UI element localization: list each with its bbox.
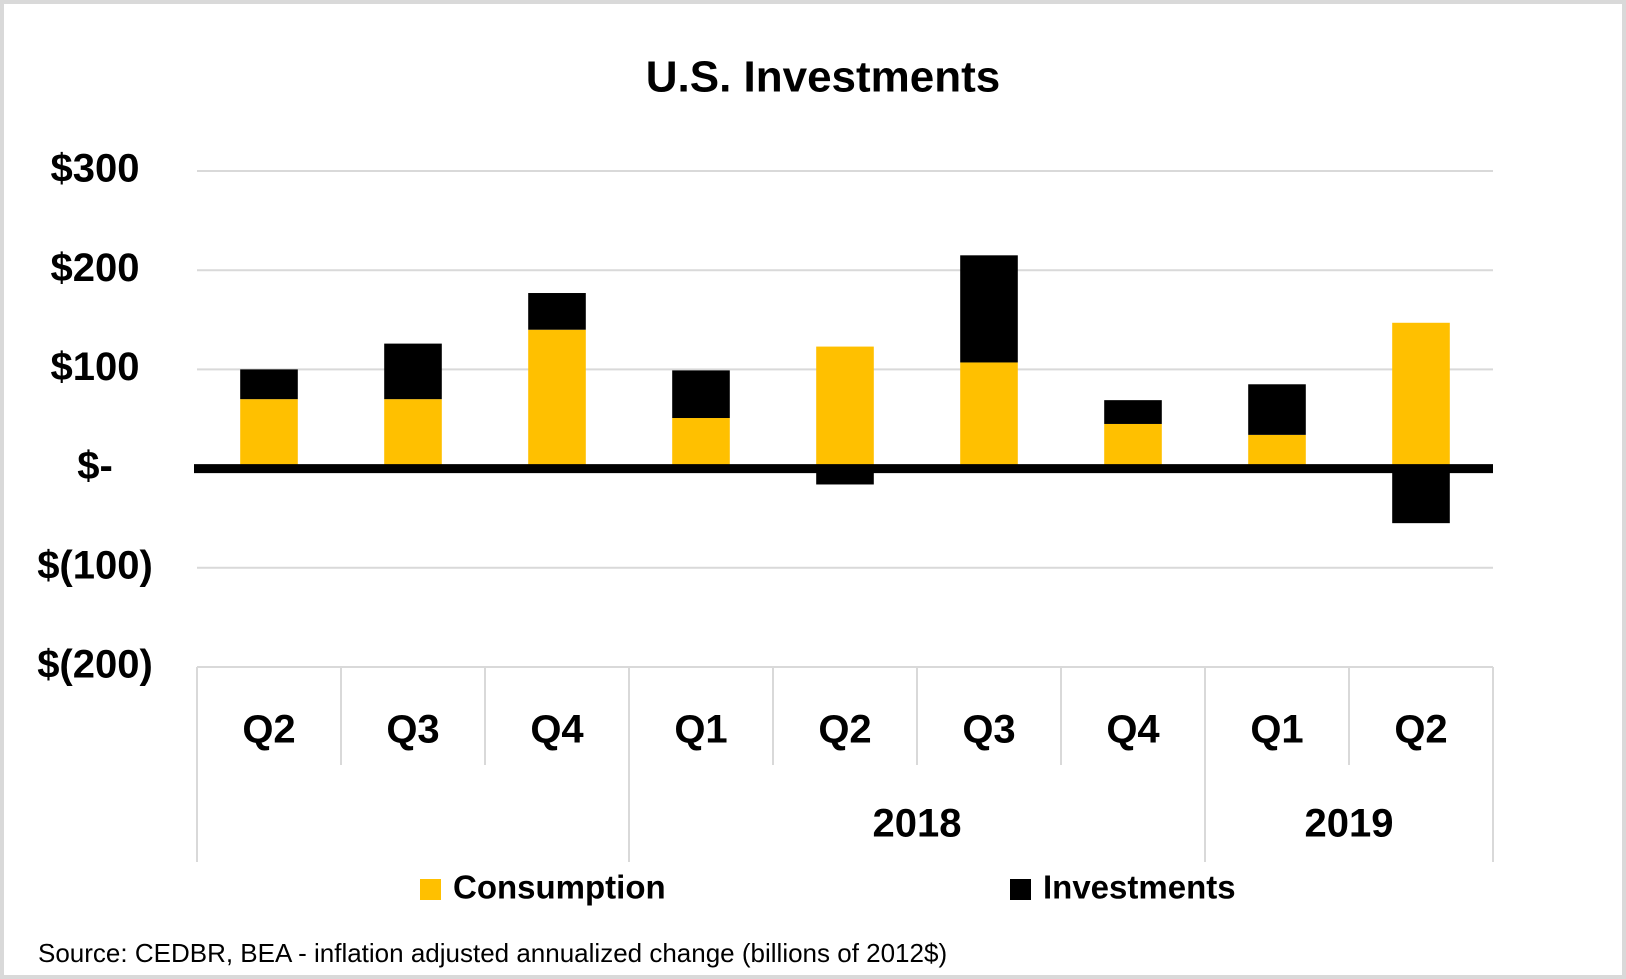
x-tick-label: Q2	[242, 708, 295, 752]
bar-segment	[1104, 423, 1162, 469]
bar-segment	[1392, 468, 1450, 524]
source-note: Source: CEDBR, BEA - inflation adjusted …	[38, 938, 947, 968]
y-tick-label: $200	[51, 246, 140, 290]
legend-label: Investments	[1043, 869, 1236, 906]
bar-segment	[1392, 322, 1450, 469]
y-tick-label: $(200)	[37, 643, 153, 687]
x-tick-label: Q4	[530, 708, 584, 752]
x-tick-label: Q1	[1250, 708, 1303, 752]
y-tick-label: $-	[77, 444, 113, 488]
bar-segment	[1248, 384, 1306, 435]
legend-swatch	[1010, 879, 1031, 900]
chart-title: U.S. Investments	[646, 53, 1001, 102]
x-tick-label: Q2	[818, 708, 871, 752]
bar-segment	[240, 399, 298, 469]
x-tick-label: Q1	[674, 708, 727, 752]
bar-segment	[528, 329, 586, 469]
x-group-label: 2019	[1305, 802, 1394, 846]
x-group-label: 2018	[873, 802, 962, 846]
bar-segment	[1104, 400, 1162, 424]
bar-segment	[672, 370, 730, 419]
bar-segment	[240, 369, 298, 400]
bar-segment	[960, 362, 1018, 469]
x-tick-label: Q3	[962, 708, 1015, 752]
bar-segment	[528, 293, 586, 330]
legend-label: Consumption	[453, 869, 666, 906]
bar-segment	[816, 346, 874, 469]
legend-swatch	[420, 879, 441, 900]
bar-segment	[384, 399, 442, 469]
x-tick-label: Q2	[1394, 708, 1447, 752]
bar-segment	[672, 418, 730, 469]
y-tick-label: $100	[51, 345, 140, 389]
bar-segment	[384, 343, 442, 400]
x-tick-label: Q4	[1106, 708, 1160, 752]
x-tick-label: Q3	[386, 708, 439, 752]
y-tick-label: $300	[51, 147, 140, 191]
y-tick-label: $(100)	[37, 543, 153, 587]
bar-segment	[1248, 434, 1306, 469]
bar-segment	[960, 255, 1018, 363]
